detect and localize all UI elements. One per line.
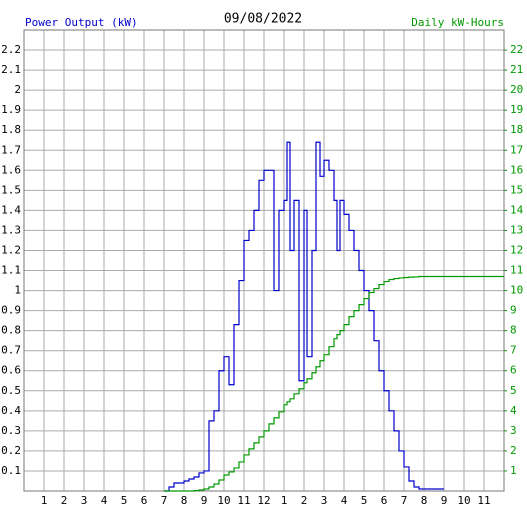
y2-tick-label: 19 [510,103,523,116]
y-tick-label: 0.5 [1,384,21,397]
y2-tick-label: 21 [510,63,523,76]
series-line [164,275,504,492]
x-tick-label: 2 [61,494,68,507]
y-tick-label: 0.4 [1,404,21,417]
y-tick-label: 1.2 [1,243,21,256]
plot-frame [23,29,505,492]
y-tick-label: 2.1 [1,63,21,76]
y-tick-label: 1.3 [1,223,21,236]
y2-tick-label: 4 [510,404,517,417]
y-tick-label: 0.9 [1,304,21,317]
y2-tick-label: 16 [510,163,523,176]
y-tick-label: 1.1 [1,264,21,277]
y2-tick-label: 9 [510,304,517,317]
x-tick-label: 8 [181,494,188,507]
x-tick-label: 1 [281,494,288,507]
x-tick-label: 3 [81,494,88,507]
y2-tick-label: 2 [510,444,517,457]
y-tick-label: 0.6 [1,364,21,377]
y2-tick-label: 14 [510,203,524,216]
x-tick-label: 10 [457,494,470,507]
y2-tick-label: 20 [510,83,523,96]
y-tick-label: 1 [14,284,21,297]
y2-tick-label: 22 [510,43,523,56]
y2-axis-label: Daily kW-Hours [411,16,504,29]
y-tick-label: 0.7 [1,344,21,357]
x-tick-label: 2 [301,494,308,507]
x-tick-label: 11 [477,494,490,507]
y2-tick-label: 1 [510,464,517,477]
y2-tick-label: 3 [510,424,517,437]
x-tick-label: 7 [161,494,168,507]
y-tick-label: 1.8 [1,123,21,136]
chart-title: 09/08/2022 [224,12,302,27]
x-tick-label: 8 [421,494,428,507]
y-tick-label: 1.4 [1,203,21,216]
y2-tick-label: 17 [510,143,523,156]
x-tick-label: 12 [257,494,270,507]
x-tick-label: 5 [121,494,128,507]
series-line [164,141,444,492]
x-tick-label: 9 [201,494,208,507]
y-axis-label: Power Output (kW) [25,16,138,29]
y-tick-label: 1.5 [1,183,21,196]
y-tick-label: 1.6 [1,163,21,176]
y2-tick-label: 12 [510,243,523,256]
x-tick-label: 1 [41,494,48,507]
y-tick-label: 1.9 [1,103,21,116]
x-tick-label: 5 [361,494,368,507]
x-tick-label: 10 [217,494,230,507]
x-tick-label: 6 [381,494,388,507]
y2-tick-label: 5 [510,384,517,397]
y2-tick-label: 6 [510,364,517,377]
y-tick-label: 2.2 [1,43,21,56]
y2-tick-label: 11 [510,264,523,277]
x-tick-label: 7 [401,494,408,507]
x-tick-label: 11 [237,494,250,507]
y-tick-label: 0.2 [1,444,21,457]
y2-tick-label: 10 [510,284,523,297]
y-tick-label: 0.1 [1,464,21,477]
y-tick-label: 1.7 [1,143,21,156]
y-tick-label: 0.3 [1,424,21,437]
x-tick-label: 9 [441,494,448,507]
y2-tick-label: 13 [510,223,523,236]
y-tick-label: 0.8 [1,324,21,337]
y2-tick-label: 18 [510,123,523,136]
y2-tick-label: 7 [510,344,517,357]
y2-tick-label: 15 [510,183,523,196]
y2-tick-label: 8 [510,324,517,337]
x-tick-label: 4 [341,494,348,507]
x-tick-label: 3 [321,494,328,507]
x-tick-label: 6 [141,494,148,507]
y-tick-label: 2 [14,83,21,96]
x-tick-label: 4 [101,494,108,507]
